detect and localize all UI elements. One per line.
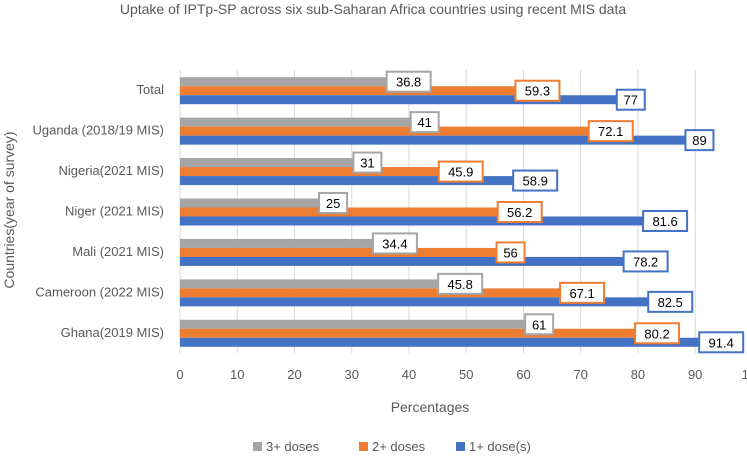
x-tick-label: 50: [459, 367, 473, 382]
data-label-3-doses-total: 36.8: [396, 75, 421, 90]
bar-2-doses-cameroon-2022-mis: [180, 288, 565, 298]
bar-2-doses-uganda-2018-19-mis: [180, 126, 593, 136]
x-tick-label: 30: [344, 367, 358, 382]
data-label-box-2-doses-nigeria-2021-mis: [437, 160, 484, 183]
data-label-box-3-doses-ghana-2019-mis: [524, 313, 555, 336]
x-axis-title: Percentages: [391, 399, 470, 415]
category-label-niger-2021-mis: Niger (2021 MIS): [65, 204, 164, 219]
data-label-1-dose-s-uganda-2018-19-mis: 89: [692, 133, 706, 148]
data-label-3-doses-ghana-2019-mis: 61: [532, 317, 546, 332]
x-tick-label: 0: [176, 367, 183, 382]
bar-3-doses-cameroon-2022-mis: [180, 279, 443, 289]
x-tick-label: 100: [742, 367, 747, 382]
data-label-1-dose-s-total: 77: [624, 93, 638, 108]
data-label-box-1-dose-s-ghana-2019-mis: [698, 331, 745, 354]
data-label-box-1-dose-s-niger-2021-mis: [642, 210, 689, 232]
data-label-box-2-doses-mali-2021-mis: [495, 241, 526, 264]
category-labels: Total Uganda (2018/19 MIS) Nigeria(2021 MI…: [32, 82, 164, 340]
category-label-cameroon-2022-mis: Cameroon (2022 MIS): [35, 284, 164, 299]
bar-1-dose-s-total: [180, 95, 621, 105]
data-label-box-3-doses-uganda-2018-19-mis: [409, 111, 440, 134]
x-tick-label: 70: [573, 367, 587, 382]
legend-label-1-dose-s: 1+ dose(s): [469, 439, 531, 454]
data-label-1-dose-s-mali-2021-mis: 78.2: [633, 254, 658, 269]
data-label-3-doses-mali-2021-mis: 34.4: [382, 236, 407, 251]
category-label-mali-2021-mis: Mali (2021 MIS): [72, 244, 164, 259]
legend-label-2-doses: 2+ doses: [372, 439, 426, 454]
bar-3-doses-niger-2021-mis: [180, 198, 324, 208]
bar-1-dose-s-uganda-2018-19-mis: [180, 135, 690, 145]
bar-3-doses-total: [180, 77, 391, 87]
y-axis-title: Countries(year of survey): [1, 131, 17, 288]
data-label-box-3-doses-total: [385, 70, 432, 93]
data-label-box-1-dose-s-total: [615, 88, 646, 111]
category-label-ghana-2019-mis: Ghana(2019 MIS): [61, 325, 164, 340]
bar-3-doses-ghana-2019-mis: [180, 319, 530, 329]
data-label-3-doses-uganda-2018-19-mis: 41: [417, 115, 431, 130]
data-label-box-3-doses-cameroon-2022-mis: [437, 272, 484, 295]
legend-swatch-3-doses: [253, 442, 262, 451]
legend: 3+ doses 2+ doses 1+ dose(s): [253, 439, 531, 454]
bars: [180, 77, 704, 347]
data-label-2-doses-niger-2021-mis: 56.2: [507, 205, 532, 220]
data-label-box-1-dose-s-cameroon-2022-mis: [647, 290, 694, 313]
data-label-1-dose-s-niger-2021-mis: 81.6: [652, 214, 677, 229]
x-tick-label: 60: [516, 367, 530, 382]
bar-1-dose-s-mali-2021-mis: [180, 256, 628, 266]
category-label-nigeria-2021-mis: Nigeria(2021 MIS): [59, 163, 165, 178]
x-tick-label: 40: [402, 367, 416, 382]
bar-3-doses-nigeria-2021-mis: [180, 158, 358, 168]
x-tick-labels: 0 10 20 30 40 50 60 70 80 90 100: [176, 367, 747, 382]
data-label-box-2-doses-total: [514, 79, 561, 102]
data-label-box-2-doses-cameroon-2022-mis: [559, 281, 606, 304]
data-label-box-2-doses-uganda-2018-19-mis: [587, 120, 634, 143]
bar-3-doses-uganda-2018-19-mis: [180, 117, 415, 127]
data-label-1-dose-s-cameroon-2022-mis: 82.5: [658, 295, 683, 310]
data-label-box-3-doses-nigeria-2021-mis: [352, 151, 383, 174]
bar-1-dose-s-niger-2021-mis: [180, 216, 648, 226]
data-label-box-3-doses-mali-2021-mis: [371, 232, 418, 255]
x-tick-label: 20: [287, 367, 301, 382]
bar-2-doses-total: [180, 86, 520, 96]
bar-2-doses-nigeria-2021-mis: [180, 167, 443, 177]
data-label-box-1-dose-s-nigeria-2021-mis: [512, 169, 559, 192]
bar-1-dose-s-nigeria-2021-mis: [180, 176, 518, 186]
data-label-2-doses-cameroon-2022-mis: 67.1: [569, 286, 594, 301]
bar-2-doses-mali-2021-mis: [180, 247, 501, 257]
bar-2-doses-ghana-2019-mis: [180, 328, 640, 338]
x-tick-label: 90: [688, 367, 702, 382]
legend-swatch-1-dose-s: [456, 442, 465, 451]
data-label-box-1-dose-s-mali-2021-mis: [622, 250, 669, 273]
legend-swatch-2-doses: [359, 442, 368, 451]
bar-1-dose-s-ghana-2019-mis: [180, 337, 704, 347]
bar-1-dose-s-cameroon-2022-mis: [180, 297, 653, 307]
data-label-3-doses-niger-2021-mis: 25: [326, 196, 340, 211]
bar-3-doses-mali-2021-mis: [180, 238, 377, 248]
data-label-2-doses-nigeria-2021-mis: 45.9: [448, 165, 473, 180]
data-label-box-2-doses-niger-2021-mis: [496, 201, 543, 223]
data-label-3-doses-nigeria-2021-mis: 31: [360, 156, 374, 171]
data-label-box-2-doses-ghana-2019-mis: [634, 322, 681, 345]
data-label-1-dose-s-ghana-2019-mis: 91.4: [709, 335, 734, 350]
chart-title: Uptake of IPTp-SP across six sub-Saharan…: [120, 1, 627, 17]
data-labels: 36.8 59.3 77 41 72.1 89 31 45.9 58.9 25 56.2 81.6 34…: [318, 70, 745, 354]
data-label-2-doses-ghana-2019-mis: 80.2: [644, 326, 669, 341]
data-label-2-doses-mali-2021-mis: 56: [503, 245, 517, 260]
data-label-3-doses-cameroon-2022-mis: 45.8: [448, 277, 473, 292]
data-label-box-1-dose-s-uganda-2018-19-mis: [684, 129, 715, 152]
category-label-uganda-2018-19-mis: Uganda (2018/19 MIS): [32, 123, 164, 138]
category-label-total: Total: [137, 82, 165, 97]
data-label-2-doses-uganda-2018-19-mis: 72.1: [598, 124, 623, 139]
x-tick-label: 10: [230, 367, 244, 382]
legend-label-3-doses: 3+ doses: [266, 439, 320, 454]
x-tick-label: 80: [631, 367, 645, 382]
data-label-2-doses-total: 59.3: [525, 84, 550, 99]
data-label-1-dose-s-nigeria-2021-mis: 58.9: [523, 174, 548, 189]
data-label-box-3-doses-niger-2021-mis: [318, 192, 349, 214]
